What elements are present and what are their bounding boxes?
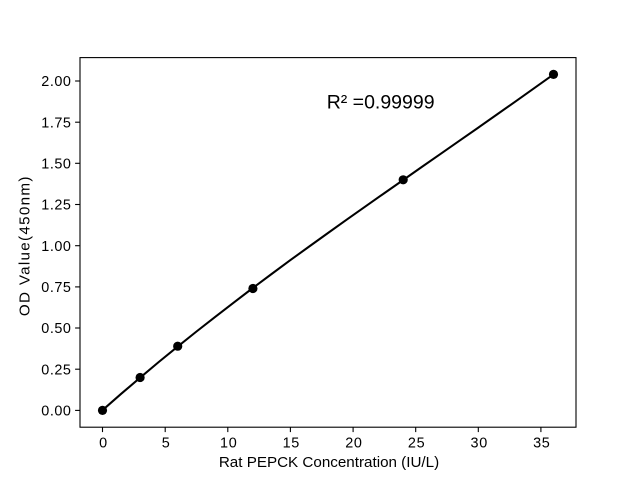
svg-text:1.25: 1.25 [41, 198, 71, 214]
svg-text:30: 30 [470, 436, 487, 452]
svg-text:0.50: 0.50 [41, 321, 71, 337]
svg-text:5: 5 [162, 436, 171, 452]
svg-text:OD Value(450nm): OD Value(450nm) [17, 175, 34, 316]
svg-text:0: 0 [99, 436, 108, 452]
svg-text:0.25: 0.25 [41, 362, 71, 378]
svg-text:35: 35 [533, 436, 550, 452]
svg-text:0.00: 0.00 [41, 404, 71, 420]
svg-text:15: 15 [283, 436, 300, 452]
svg-text:1.50: 1.50 [41, 157, 71, 173]
svg-text:1.00: 1.00 [41, 239, 71, 255]
svg-text:2.00: 2.00 [41, 74, 71, 90]
svg-text:0.75: 0.75 [41, 280, 71, 296]
svg-text:20: 20 [345, 436, 362, 452]
svg-text:1.75: 1.75 [41, 115, 71, 131]
svg-text:Rat PEPCK Concentration (IU/L): Rat PEPCK Concentration (IU/L) [219, 454, 439, 471]
svg-text:R² =0.99999: R² =0.99999 [327, 91, 435, 113]
svg-text:10: 10 [220, 436, 237, 452]
svg-text:25: 25 [408, 436, 425, 452]
